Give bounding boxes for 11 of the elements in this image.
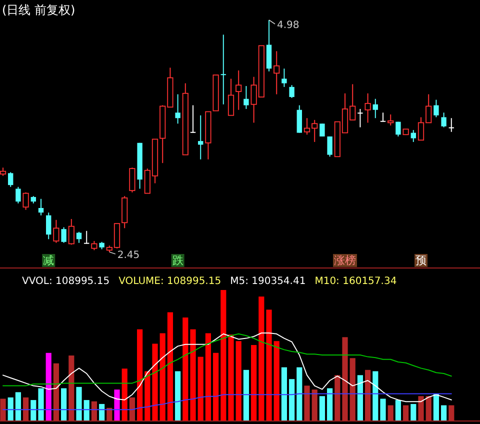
text: VVOL: 108995.15 bbox=[22, 276, 110, 287]
signal-label: 预 bbox=[414, 254, 428, 267]
chart-title: (日线 前复权) bbox=[2, 3, 76, 17]
text: M10: 160157.34 bbox=[314, 276, 397, 287]
annotation: 4.98 bbox=[277, 20, 300, 31]
signal-label: 跌 bbox=[171, 254, 184, 267]
signal-label: 减 bbox=[42, 254, 56, 267]
signal-label: 涨榜 bbox=[333, 254, 357, 267]
text: VOLUME: 108995.15 bbox=[118, 276, 222, 287]
annotation: 2.45 bbox=[117, 250, 140, 261]
text: M5: 190354.41 bbox=[230, 276, 306, 287]
